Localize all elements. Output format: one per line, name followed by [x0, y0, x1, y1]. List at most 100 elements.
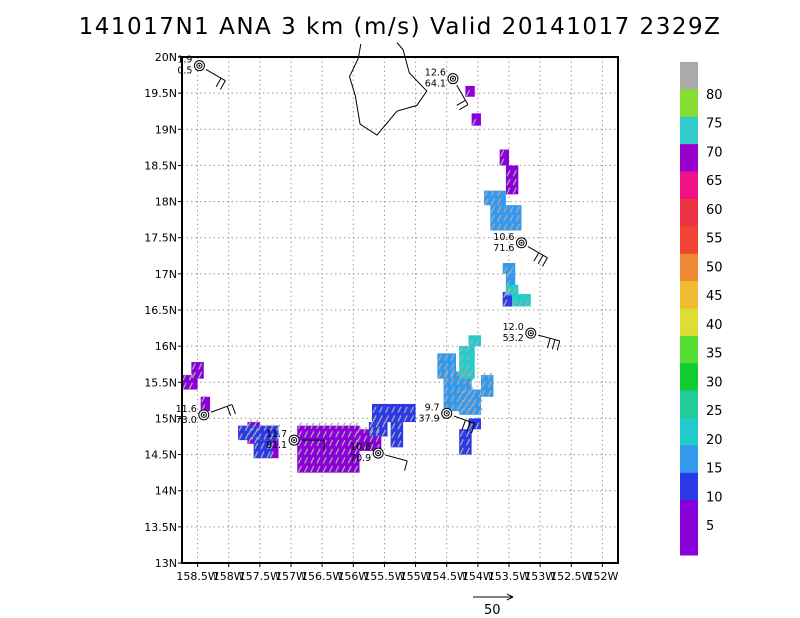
- colorbar-segment: [680, 527, 698, 556]
- lon-tick-label: 157.5W: [239, 570, 281, 583]
- lat-lon-grid: [182, 57, 618, 563]
- wind-arrow: [444, 378, 449, 385]
- wind-arrow: [375, 429, 380, 437]
- station-2: 10.671.6: [493, 232, 548, 267]
- wind-arrow: [297, 465, 302, 473]
- lon-tick-label: 155.5W: [363, 570, 405, 583]
- wind-arrow: [462, 404, 467, 411]
- wind-cell: [238, 425, 279, 441]
- wind-arrow: [391, 415, 396, 422]
- wind-arrow: [322, 431, 327, 438]
- wind-arrow: [472, 399, 477, 406]
- lat-tick-label: 13N: [155, 557, 177, 570]
- wind-barb: [210, 404, 233, 413]
- colorbar-segment: [680, 308, 698, 337]
- wind-arrow: [450, 363, 455, 370]
- wind-arrow: [372, 406, 377, 414]
- wind-arrow: [310, 431, 315, 438]
- station-value-bottom: 53.2: [503, 333, 524, 344]
- wind-arrow: [347, 422, 352, 429]
- wind-arrow: [450, 369, 455, 377]
- wind-arrow: [397, 423, 402, 430]
- wind-arrow: [182, 373, 187, 381]
- wind-arrow: [478, 390, 483, 398]
- wind-arrow: [469, 422, 474, 429]
- wind-arrow: [465, 345, 471, 353]
- wind-arrow: [347, 465, 352, 473]
- wind-arrow: [341, 431, 346, 438]
- wind-arrow: [297, 448, 302, 455]
- wind-arrow: [310, 439, 315, 447]
- wind-arrow: [297, 431, 302, 438]
- wind-arrow: [188, 382, 193, 390]
- lat-tick-label: 19.5N: [144, 87, 177, 100]
- wind-arrow: [459, 354, 464, 361]
- wind-arrow: [487, 372, 492, 380]
- colorbar-label: 80: [706, 88, 723, 103]
- wind-arrow: [456, 369, 461, 377]
- wind-arrow: [191, 363, 197, 370]
- wind-arrow: [484, 198, 489, 205]
- wind-barb-feather: [459, 104, 469, 111]
- wind-arrow: [465, 354, 471, 361]
- wind-arrow: [500, 149, 505, 157]
- wind-arrow: [310, 448, 315, 455]
- wind-arrow: [375, 420, 380, 428]
- wind-arrow: [238, 424, 243, 432]
- wind-arrow: [490, 198, 496, 205]
- island-outline: [348, 42, 428, 136]
- wind-arrow: [497, 214, 502, 222]
- colorbar-segment: [680, 62, 698, 90]
- axis-tick-labels: 20N 19.5N 19N 18.5N 18N 17.5N 17N 16.5N 16N 15.5N…: [144, 51, 618, 583]
- wind-arrow: [356, 426, 362, 434]
- wind-arrow: [378, 406, 383, 414]
- wind-arrow: [472, 407, 477, 415]
- wind-barb-feather: [551, 339, 556, 350]
- wind-arrow: [372, 415, 377, 422]
- wind-barb-feather: [542, 257, 548, 267]
- wind-arrow: [251, 433, 256, 440]
- station-5: 11.673.0: [176, 404, 236, 426]
- wind-arrow: [506, 279, 511, 287]
- wind-arrow: [503, 214, 508, 222]
- wind-arrow: [198, 363, 203, 370]
- wind-arrow: [328, 465, 334, 473]
- lat-tick-label: 17N: [155, 268, 177, 281]
- lat-tick-label: 18.5N: [144, 159, 177, 172]
- wind-barb: [456, 84, 469, 105]
- wind-cell: [502, 263, 516, 274]
- wind-arrow: [487, 381, 492, 388]
- lon-tick-label: 154W: [462, 570, 494, 583]
- wind-cell: [182, 375, 198, 390]
- colorbar-label: 30: [706, 375, 723, 390]
- wind-arrow: [403, 406, 408, 414]
- wind-arrow: [353, 465, 358, 473]
- wind-arrow: [363, 444, 368, 451]
- station-value-top: 11.6: [176, 404, 197, 415]
- colorbar-label: 5: [706, 519, 714, 534]
- colorbar: 5 10 15 20 25 30 35 40 45 50 55 60 65 70 75 80: [680, 62, 723, 556]
- wind-arrow: [509, 223, 514, 231]
- wind-arrow: [381, 420, 387, 428]
- wind-arrow: [512, 187, 517, 195]
- wind-arrow: [363, 426, 368, 434]
- colorbar-segment: [680, 253, 698, 282]
- wind-arrow: [397, 431, 402, 439]
- wind-arrow: [444, 386, 449, 394]
- wind-arrow: [335, 439, 340, 447]
- wind-arrow: [472, 390, 477, 398]
- station-value-top: 1.9: [177, 55, 192, 66]
- wind-cell: [371, 403, 416, 423]
- wind-arrow: [444, 371, 449, 379]
- wind-cell: [471, 113, 481, 126]
- wind-arrow: [481, 372, 486, 380]
- wind-arrow: [341, 422, 346, 429]
- wind-arrow: [303, 457, 309, 464]
- wind-arrow: [375, 435, 380, 442]
- wind-cell: [484, 190, 506, 206]
- wind-arrow: [353, 422, 358, 429]
- wind-arrow: [384, 415, 390, 422]
- wind-arrow: [515, 223, 520, 231]
- wind-arrow: [201, 395, 206, 403]
- wind-arrow: [347, 457, 352, 464]
